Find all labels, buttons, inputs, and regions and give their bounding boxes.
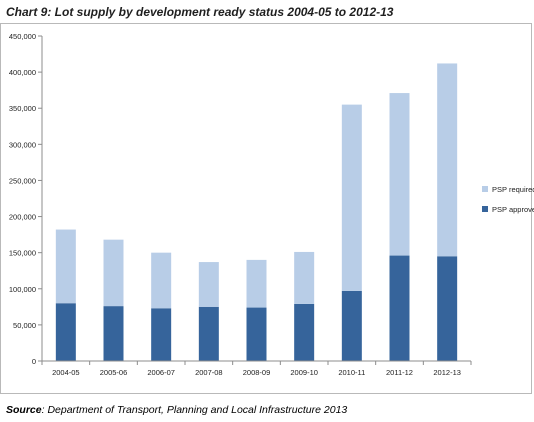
bar-segment-psp-approved [55, 303, 76, 361]
x-tick-label: 2011-12 [386, 368, 413, 377]
source-note: Source: Department of Transport, Plannin… [6, 404, 347, 416]
y-tick-label: 50,000 [13, 321, 36, 330]
chart-frame [0, 23, 532, 394]
bar-segment-psp-approved [389, 255, 410, 361]
y-tick-label: 200,000 [9, 213, 36, 222]
bar-segment-psp-required [389, 93, 410, 256]
bar-segment-psp-approved [294, 303, 315, 361]
legend: PSP required PSP approved [482, 185, 534, 214]
stacked-bar-chart: 0 50,000 100,000 150,000 200,000 250,000 300,0… [9, 32, 534, 377]
bars [55, 63, 458, 361]
x-tick-label: 2009-10 [290, 368, 318, 377]
x-tick-label: 2012-13 [433, 368, 461, 377]
legend-label: PSP required [492, 185, 534, 194]
legend-swatch [482, 206, 488, 212]
y-tick-label: 100,000 [9, 285, 36, 294]
bar-segment-psp-required [437, 63, 458, 257]
x-tick-label: 2010-11 [338, 368, 365, 377]
bar-segment-psp-approved [103, 306, 124, 361]
bar-segment-psp-required [55, 229, 76, 304]
y-tick-label: 450,000 [9, 32, 36, 41]
y-tick-label: 400,000 [9, 68, 36, 77]
bar-segment-psp-approved [437, 256, 458, 361]
bar-segment-psp-required [151, 252, 172, 309]
y-tick-label: 150,000 [9, 249, 36, 258]
legend-label: PSP approved [492, 205, 534, 214]
bar-segment-psp-required [198, 262, 219, 307]
x-tick-label: 2004-05 [52, 368, 80, 377]
x-tick-label: 2008-09 [243, 368, 271, 377]
source-label: Source [6, 404, 42, 416]
bar-segment-psp-approved [246, 307, 267, 361]
x-tick-label: 2005-06 [100, 368, 128, 377]
bar-segment-psp-approved [151, 308, 172, 361]
x-tick-label: 2006-07 [147, 368, 175, 377]
bar-segment-psp-required [246, 259, 267, 308]
x-tick-label: 2007-08 [195, 368, 223, 377]
y-tick-label: 300,000 [9, 140, 36, 149]
y-tick-label: 0 [32, 357, 36, 366]
legend-swatch [482, 186, 488, 192]
chart-title: Chart 9: Lot supply by development ready… [6, 5, 394, 19]
x-axis: 2004-05 2005-06 2006-07 2007-08 2008-09 2009-… [41, 360, 472, 377]
bar-segment-psp-required [103, 239, 124, 307]
y-tick-label: 350,000 [9, 104, 36, 113]
y-tick-label: 250,000 [9, 176, 36, 185]
bar-segment-psp-approved [198, 306, 219, 361]
y-axis: 0 50,000 100,000 150,000 200,000 250,000 300,0… [9, 32, 43, 366]
source-text: : Department of Transport, Planning and … [41, 404, 348, 416]
bar-segment-psp-approved [341, 290, 362, 361]
bar-segment-psp-required [294, 251, 315, 304]
bar-segment-psp-required [341, 104, 362, 291]
